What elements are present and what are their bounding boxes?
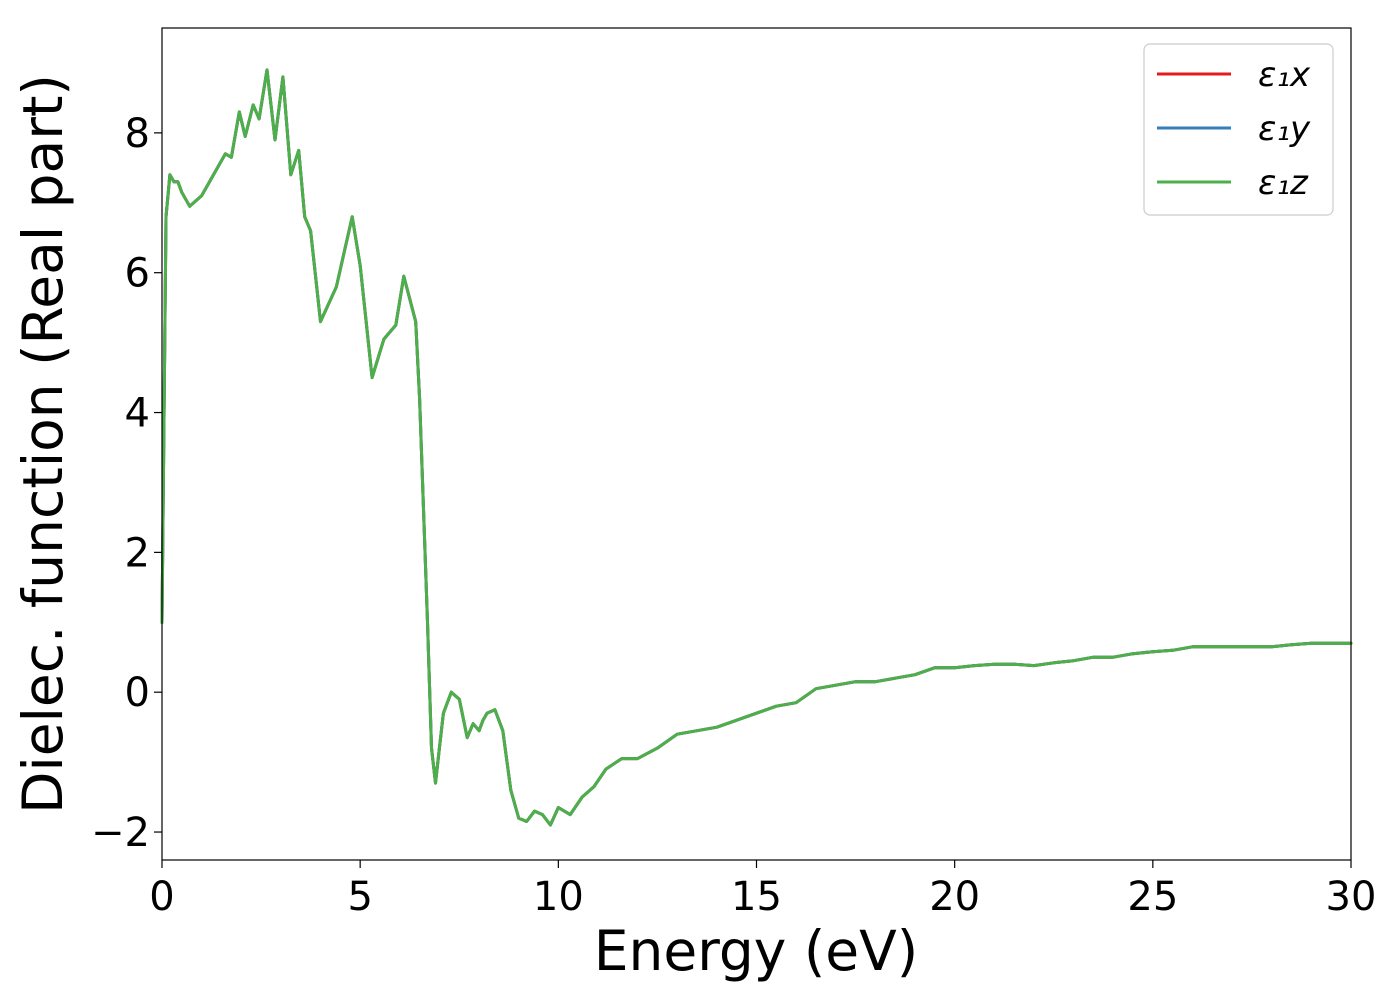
y-tick-label: 8: [125, 111, 150, 157]
y-tick-label: −2: [91, 810, 150, 856]
y-tick-label: 2: [125, 530, 150, 576]
x-tick-label: 20: [929, 874, 980, 920]
y-axis-label: Dielec. function (Real part): [11, 74, 75, 814]
series-line-3: [160, 68, 1353, 827]
series-layer: [160, 68, 1353, 827]
y-axis-ticks: −2 0 2 4 6 8: [91, 111, 162, 856]
legend-label-2: ε₁y: [1258, 109, 1311, 149]
legend: ε₁x ε₁y ε₁z: [1143, 43, 1334, 216]
x-tick-label: 5: [347, 874, 372, 920]
legend-label-3: ε₁z: [1258, 163, 1309, 203]
legend-label-1: ε₁x: [1258, 55, 1311, 95]
legend-frame: [1143, 43, 1334, 216]
y-tick-label: 4: [125, 391, 150, 437]
legend-entries: ε₁x ε₁y ε₁z: [1157, 55, 1311, 203]
x-tick-label: 25: [1127, 874, 1178, 920]
x-tick-label: 15: [731, 874, 782, 920]
x-axis-label: Energy (eV): [594, 919, 918, 983]
y-tick-label: 0: [125, 670, 150, 716]
y-tick-label: 6: [125, 251, 150, 297]
x-tick-label: 30: [1326, 874, 1377, 920]
x-axis-ticks: 0 5 10 15 20 25 30: [149, 860, 1376, 920]
x-tick-label: 10: [533, 874, 584, 920]
x-tick-label: 0: [149, 874, 174, 920]
